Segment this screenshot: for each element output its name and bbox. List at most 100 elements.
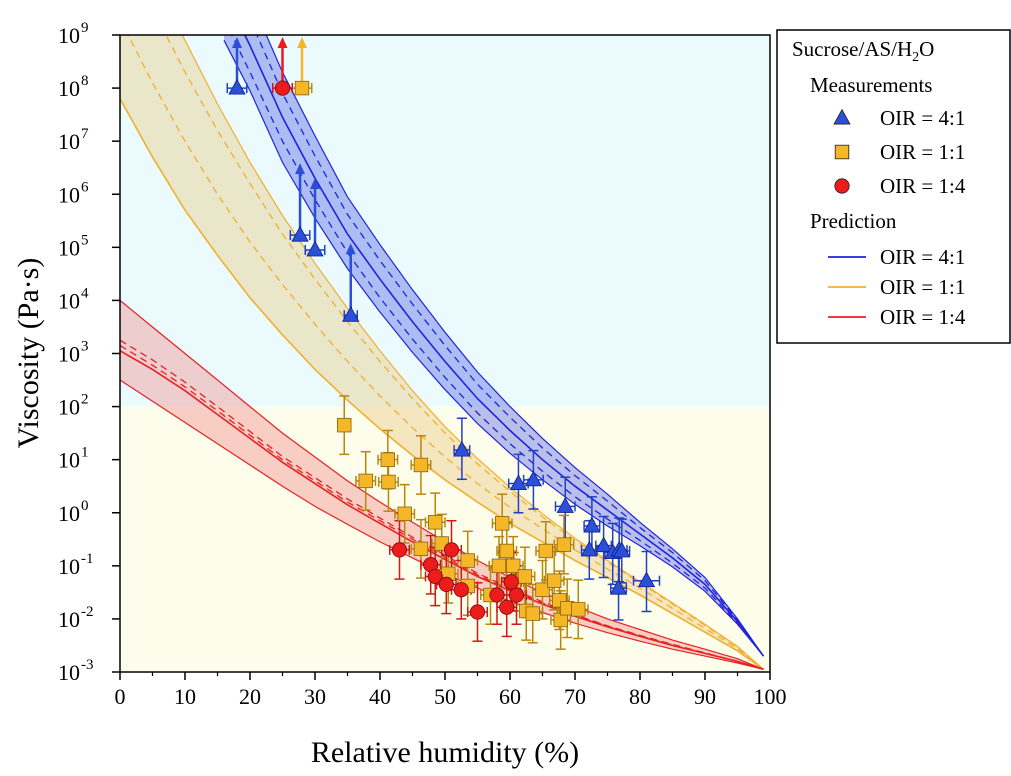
y-tick-label-1: 101 [58, 445, 89, 473]
x-tick-label-0: 0 [115, 684, 126, 709]
measurement-square-1-1-29 [571, 602, 586, 617]
measurement-square-1-1-5 [381, 474, 396, 490]
prediction-center-line-1-4 [120, 350, 764, 671]
measurement-circle-1-4-9 [499, 599, 515, 615]
legend-title: Sucrose/AS/H2O [792, 37, 934, 65]
legend-title-tail: O [919, 37, 934, 61]
y-tick-label-2: 102 [58, 392, 89, 420]
y-tick-label--1: 10-1 [58, 551, 94, 579]
measurement-square-1-1-24 [547, 573, 562, 588]
prediction-band-upper-line-1-1 [181, 35, 764, 670]
x-tick-label-100: 100 [754, 684, 787, 709]
measurement-square-1-1-0-arrowhead [297, 37, 307, 48]
y-tick-label-8: 108 [58, 73, 89, 101]
prediction-band-upper-line-4-1 [265, 35, 764, 657]
measurement-square-1-1-15 [506, 558, 521, 574]
legend-frame [776, 29, 1011, 344]
measurement-square-1-1-13 [494, 516, 510, 531]
measurement-triangle-4-1-2 [306, 240, 324, 257]
prediction-lower-dashed-line-1-4 [120, 344, 764, 670]
measurement-square-1-1-21 [525, 606, 540, 621]
measurement-square-1-1-8 [413, 541, 429, 557]
x-tick-label-20: 20 [239, 684, 261, 709]
y-tick-label--2: 10-2 [58, 604, 94, 632]
legend-prediction-label-2: OIR = 1:4 [880, 305, 966, 329]
background-region-0 [120, 35, 770, 407]
measurement-triangle-4-1-1-arrowhead [295, 163, 306, 175]
measurement-square-1-1-14 [499, 543, 514, 559]
x-tick-label-30: 30 [304, 684, 326, 709]
prediction-center-line-4-1 [243, 35, 765, 657]
legend-marker-circle [834, 178, 850, 194]
x-tick-label-70: 70 [564, 684, 586, 709]
measurement-circle-1-4-0 [274, 80, 291, 96]
y-tick-label-7: 107 [58, 126, 89, 154]
y-tick-label-3: 103 [58, 339, 89, 367]
legend-prediction-header: Prediction [810, 209, 897, 233]
measurement-triangle-4-1-15 [637, 571, 656, 588]
measurement-triangle-4-1-3 [342, 306, 360, 322]
measurement-square-1-1-1 [337, 417, 352, 433]
x-tick-label-50: 50 [434, 684, 456, 709]
y-axis-title: Viscosity (Pa·s) [12, 258, 45, 449]
legend-measurements-header: Measurements [810, 73, 932, 97]
measurement-circle-1-4-10 [508, 587, 525, 603]
prediction-band-1-1 [120, 35, 764, 670]
measurement-square-1-1-7 [428, 515, 443, 530]
measurement-circle-1-4-0-arrowhead [277, 37, 288, 48]
measurement-triangle-4-1-6 [524, 470, 543, 487]
measurement-triangle-4-1-7 [556, 497, 574, 513]
legend: Sucrose/AS/H2O Measurements Prediction O… [776, 29, 1011, 344]
measurement-triangle-4-1-2-arrowhead [310, 177, 320, 189]
x-tick-label-60: 60 [499, 684, 521, 709]
legend-prediction-label-1: OIR = 1:1 [880, 275, 965, 299]
measurement-circle-1-4-1 [391, 542, 408, 558]
measurement-circle-1-4-5 [438, 576, 454, 593]
legend-prediction-label-0: OIR = 4:1 [880, 245, 965, 269]
measurement-triangle-4-1-5 [509, 474, 528, 491]
prediction-center-line-1-1 [120, 98, 764, 670]
x-tick-label-40: 40 [369, 684, 391, 709]
measurement-square-1-1-3 [413, 457, 429, 473]
measurement-square-1-1-0 [294, 80, 310, 96]
measurement-markers [228, 78, 656, 628]
measurement-circle-1-4-3 [443, 542, 460, 558]
legend-marker-square [834, 144, 850, 160]
y-tick-label-6: 106 [58, 179, 89, 207]
measurement-circle-1-4-7 [469, 604, 486, 620]
measurement-square-1-1-16 [491, 558, 507, 574]
prediction-upper-dashed-line-1-1 [165, 35, 764, 670]
measurement-triangle-4-1-13 [613, 541, 631, 558]
prediction-lower-dashed-line-4-1 [231, 35, 765, 657]
y-tick-label-0: 100 [58, 498, 89, 526]
y-tick-label-5: 105 [58, 232, 89, 260]
legend-title-main: Sucrose/AS/H [792, 37, 912, 61]
legend-measurement-label-2: OIR = 1:4 [880, 174, 966, 198]
measurement-triangle-4-1-9 [580, 540, 598, 557]
measurement-circle-1-4-11 [503, 574, 519, 590]
measurement-square-1-1-23 [538, 543, 553, 559]
prediction-upper-dashed-line-4-1 [256, 35, 765, 657]
y-tick-label--3: 10-3 [58, 657, 94, 685]
prediction-bands [120, 35, 764, 670]
measurement-square-1-1-4 [358, 473, 373, 489]
prediction-band-lower-line-4-1 [223, 40, 764, 657]
y-tick-label-4: 104 [58, 285, 89, 313]
measurement-square-1-1-22 [535, 582, 550, 597]
measurement-square-1-1-2 [380, 452, 396, 467]
axes: 0 10 20 30 40 50 60 70 80 90 100 10-3 10-2 10-1 100 101… [58, 20, 787, 709]
prediction-band-4-1 [224, 35, 764, 657]
x-axis-title: Relative humidity (%) [311, 736, 579, 769]
prediction-lines [120, 35, 765, 671]
measurement-triangle-4-1-8 [583, 516, 601, 533]
measurement-triangle-4-1-4 [453, 440, 471, 457]
prediction-lower-dashed-line-1-1 [127, 35, 764, 670]
y-tick-label-9: 109 [58, 20, 89, 48]
measurement-triangle-4-1-1 [291, 225, 309, 242]
x-tick-label-90: 90 [694, 684, 716, 709]
measurement-triangle-4-1-10 [594, 536, 613, 553]
legend-marker-triangle [833, 108, 851, 125]
legend-measurement-label-1: OIR = 1:1 [880, 140, 965, 164]
measurement-triangle-4-1-3-arrowhead [345, 243, 356, 255]
